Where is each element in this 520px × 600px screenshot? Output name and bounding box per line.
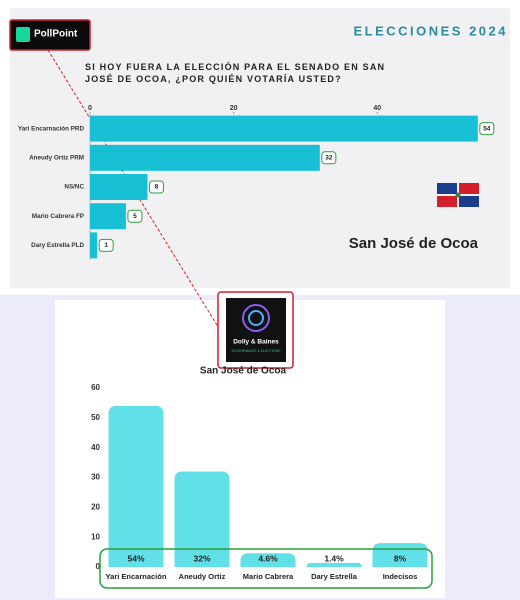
x-tick-label: 0 [88, 105, 92, 112]
pollpoint-logo [9, 19, 91, 51]
annotation: San José de Ocoa [349, 235, 479, 252]
bar [90, 144, 320, 171]
x-tick-label: Dary Estrella [311, 572, 358, 581]
y-tick-label: 10 [91, 532, 100, 541]
data-label: 1 [104, 242, 108, 249]
data-label: 54% [127, 553, 144, 563]
x-tick-label: Indecisos [383, 572, 418, 581]
dolly-tagline: GOVERNANCE & ELECTIONS [231, 349, 281, 353]
dolly-icon-inner [248, 310, 264, 326]
bar [174, 471, 230, 567]
data-label: 32% [193, 553, 210, 563]
x-tick-label: 20 [230, 105, 238, 112]
flag [437, 183, 479, 207]
bar [90, 232, 98, 259]
dolly-icon [242, 304, 270, 332]
data-label: 32 [325, 155, 333, 162]
y-tick-label: 30 [91, 473, 100, 482]
y-tick-label: 50 [91, 413, 100, 422]
data-label-box [479, 122, 495, 136]
x-tick-label: Yari Encarnación [106, 572, 167, 581]
y-tick-label: NS/NC [64, 184, 84, 191]
y-tick-label: Dary Estrella PLD [31, 242, 84, 249]
edition: ELECCIONES 2024 [353, 23, 508, 38]
dolly-name: Dolly & Baines [233, 339, 279, 346]
y-tick-label: Aneudy Ortíz PRM [29, 154, 84, 161]
data-label: 8% [394, 553, 407, 563]
data-label: 8 [155, 184, 159, 191]
y-tick-label: 20 [91, 502, 100, 511]
chart-title: San José de Ocoa [200, 366, 287, 377]
bar [240, 553, 296, 567]
x-tick-label: Aneudy Ortiz [179, 572, 226, 581]
y-tick-label: Mario Cabrera FP [32, 213, 84, 220]
bar [90, 203, 126, 230]
chart-title: SI HOY FUERA LA ELECCIÓN PARA EL SENADO … [85, 61, 385, 84]
x-tick-label: 40 [373, 105, 381, 112]
bar [306, 562, 362, 567]
y-tick-label: 60 [91, 383, 100, 392]
bar [90, 174, 148, 200]
data-label: 5 [133, 213, 137, 220]
y-tick-label: 40 [91, 443, 100, 452]
data-label: 4.6% [258, 553, 278, 563]
pollpoint-name: PollPoint [34, 29, 78, 40]
data-label: 54 [483, 125, 491, 132]
data-label-box [127, 209, 143, 223]
label-frame [99, 548, 433, 589]
data-label-box [321, 151, 337, 165]
x-tick-label: Mario Cabrera [243, 572, 294, 581]
pollpoint-icon [16, 27, 30, 42]
data-label-box [148, 180, 164, 194]
y-tick-label: Yari Encarnación PRD [18, 125, 85, 132]
data-label-box [98, 238, 114, 252]
data-label: 1.4% [324, 553, 344, 563]
bar [108, 405, 164, 567]
y-tick-label: 0 [96, 562, 101, 571]
bar [90, 115, 478, 142]
